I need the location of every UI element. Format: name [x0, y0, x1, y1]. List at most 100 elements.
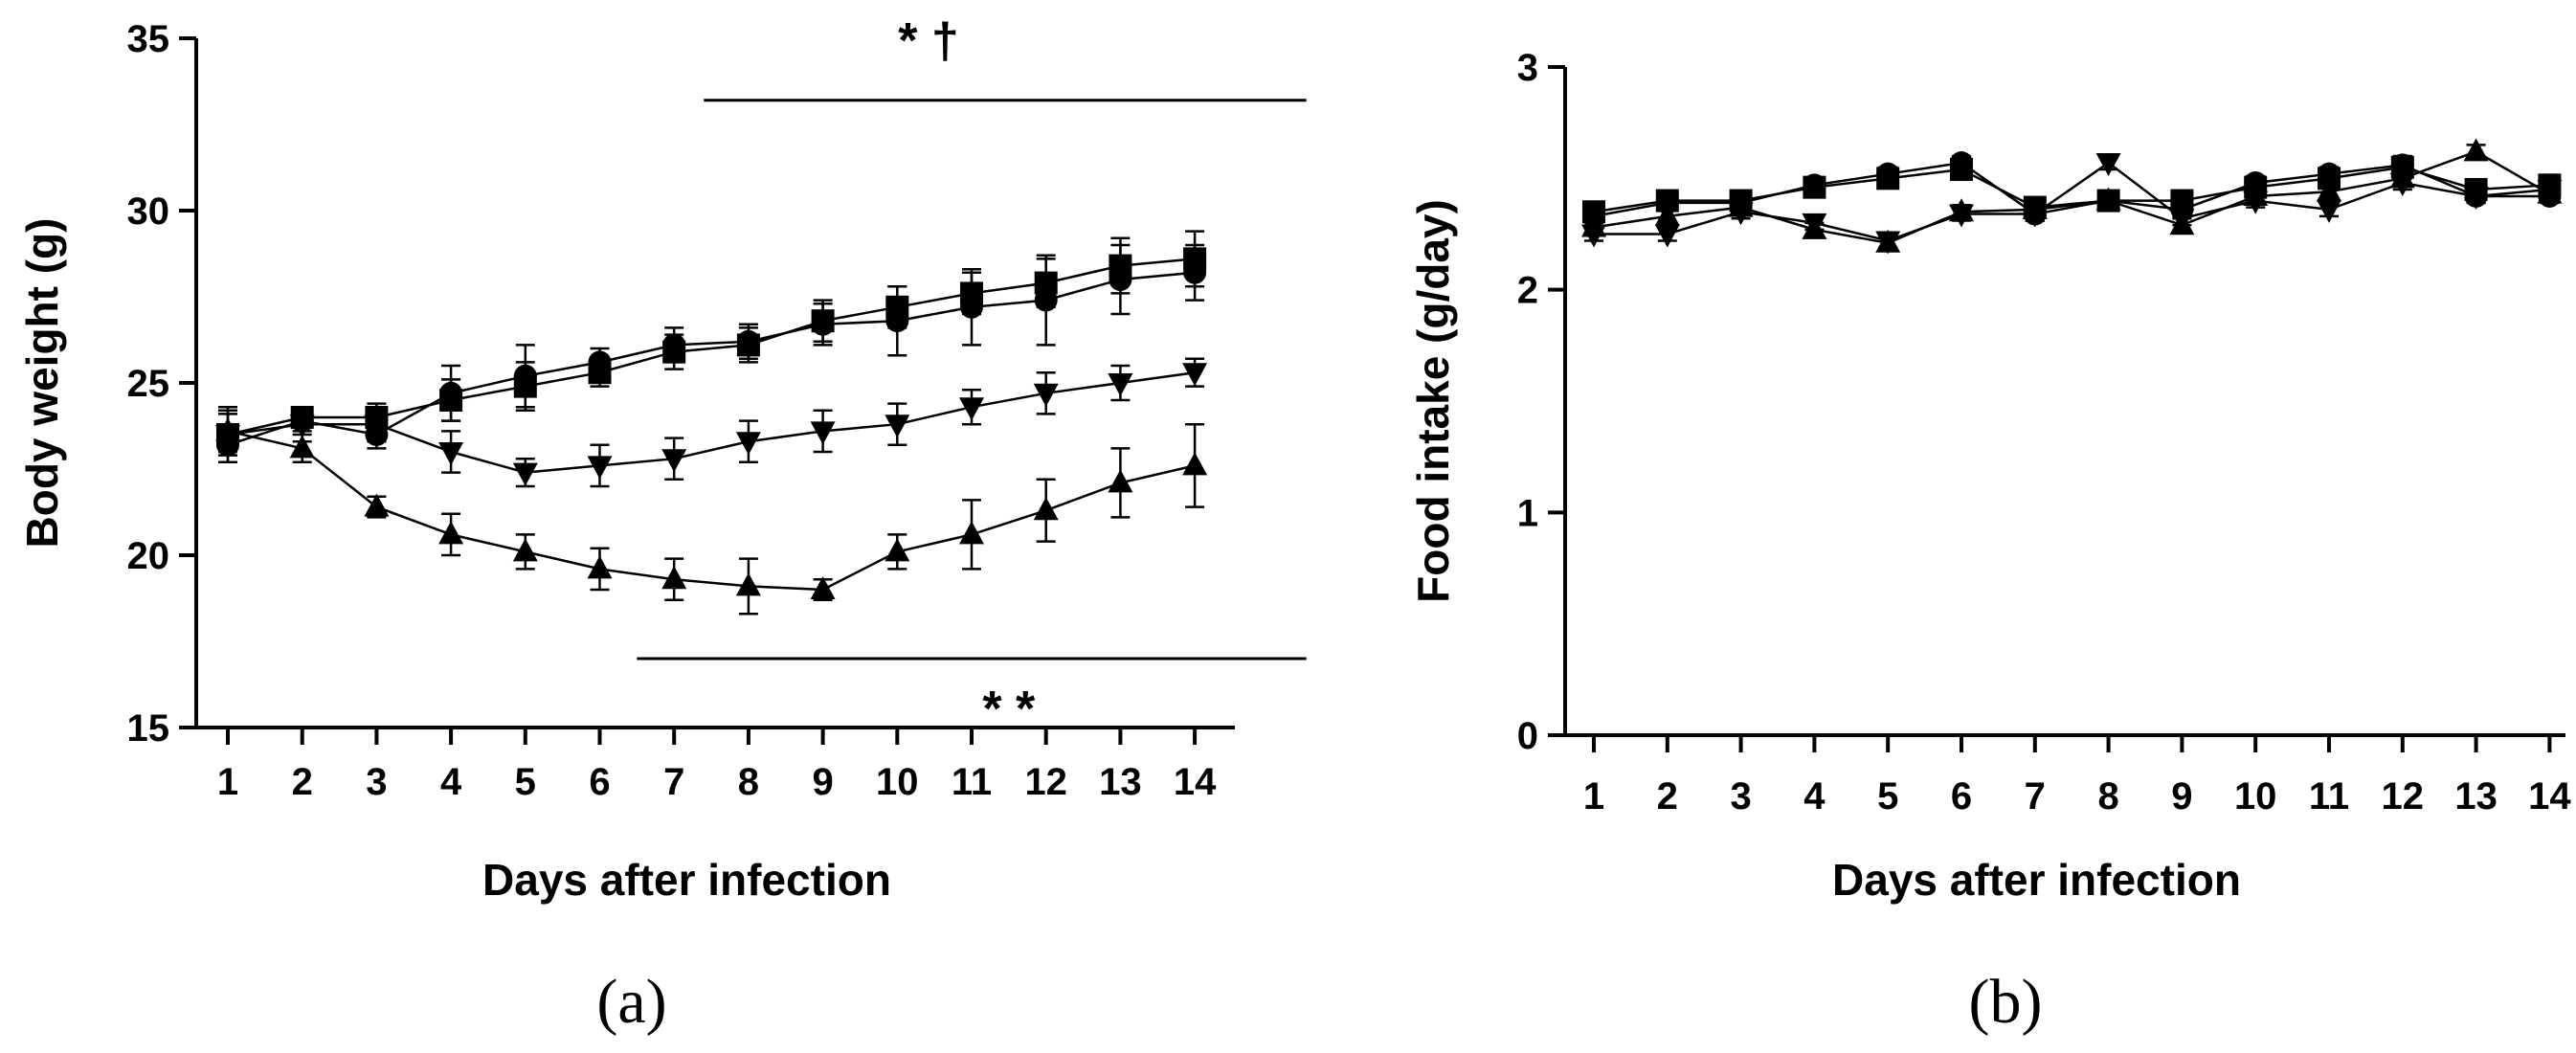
data-point-triangle-up	[2317, 178, 2341, 202]
series-triangle-up	[215, 409, 1208, 616]
data-point-triangle-down	[2095, 153, 2121, 177]
data-point-triangle-down	[1182, 363, 1208, 387]
data-point-triangle-up	[1875, 229, 1901, 253]
data-point-square	[662, 340, 686, 364]
series-line-circle	[1593, 161, 2550, 218]
data-point-square	[1803, 175, 1826, 199]
x-tick-label: 12	[1024, 761, 1067, 803]
data-point-triangle-down	[438, 442, 464, 465]
data-point-square	[439, 389, 463, 412]
y-axis-title: Body weight (g)	[17, 218, 67, 549]
panel-label: (a)	[596, 967, 666, 1037]
y-tick-label: 25	[127, 363, 170, 405]
significance-label: * *	[982, 682, 1036, 737]
data-point-triangle-up	[438, 521, 464, 545]
data-point-triangle-down	[661, 449, 687, 473]
series-circle	[216, 243, 1207, 464]
x-tick-label: 9	[2171, 775, 2192, 818]
x-tick-label: 12	[2382, 775, 2425, 818]
data-point-square	[513, 374, 537, 398]
data-point-square	[2170, 189, 2194, 213]
panel-label: (b)	[1969, 967, 2043, 1037]
data-point-triangle-up	[2389, 165, 2415, 189]
series-line-square	[227, 258, 1196, 437]
data-point-triangle-up	[512, 538, 538, 562]
x-tick-label: 11	[2309, 775, 2349, 818]
x-tick-label: 3	[1730, 775, 1751, 818]
data-point-square	[1950, 158, 1973, 182]
x-tick-label: 7	[663, 761, 684, 803]
data-point-triangle-up	[2243, 182, 2269, 206]
data-point-triangle-up	[1182, 452, 1208, 476]
data-point-triangle-down	[512, 462, 538, 486]
data-point-triangle-down	[810, 421, 836, 445]
x-tick-label: 2	[1657, 775, 1678, 818]
y-tick-label: 0	[1517, 715, 1538, 757]
series-line-triangle-down	[1594, 161, 2550, 242]
data-point-triangle-up	[2463, 138, 2489, 162]
y-tick-label: 20	[127, 535, 170, 577]
x-tick-label: 10	[876, 761, 919, 803]
series-square	[216, 230, 1207, 464]
data-point-square	[811, 309, 835, 333]
x-tick-label: 4	[1803, 775, 1826, 818]
series-line-triangle-up	[1593, 150, 2551, 245]
data-point-triangle-down	[1033, 383, 1059, 407]
data-point-triangle-up	[2095, 187, 2121, 211]
data-point-triangle-down	[289, 414, 315, 438]
data-point-triangle-up	[959, 521, 984, 545]
x-tick-label: 5	[515, 761, 536, 803]
data-point-triangle-up	[885, 538, 910, 562]
y-tick-label: 15	[127, 707, 170, 750]
data-point-triangle-up	[215, 417, 240, 441]
data-point-triangle-down	[1654, 224, 1680, 248]
x-tick-label: 1	[1583, 775, 1604, 818]
data-point-square	[1034, 271, 1058, 295]
x-tick-label: 14	[1174, 761, 1217, 803]
x-tick-label: 8	[738, 761, 759, 803]
data-point-triangle-up	[2022, 195, 2048, 219]
x-tick-label: 7	[2025, 775, 2046, 818]
x-tick-label: 10	[2234, 775, 2277, 818]
series-triangle-down	[215, 357, 1208, 488]
data-point-triangle-up	[587, 555, 613, 579]
data-point-triangle-down	[1108, 373, 1133, 396]
data-point-square	[885, 295, 909, 319]
data-point-triangle-up	[1108, 469, 1133, 493]
data-point-triangle-up	[364, 493, 390, 517]
x-tick-label: 11	[952, 761, 992, 803]
data-point-triangle-up	[1654, 202, 1680, 226]
data-point-triangle-down	[885, 414, 910, 438]
series-line-triangle-up	[227, 430, 1196, 592]
y-tick-label: 30	[127, 190, 170, 233]
y-tick-label: 3	[1517, 47, 1538, 89]
data-point-triangle-down	[2463, 186, 2489, 210]
data-point-square	[1109, 254, 1132, 278]
y-tick-label: 2	[1517, 270, 1538, 312]
x-tick-label: 13	[2454, 775, 2498, 818]
x-tick-label: 9	[812, 761, 833, 803]
x-tick-label: 4	[440, 761, 462, 803]
series-triangle-up	[1581, 138, 2563, 253]
x-tick-label: 6	[589, 761, 610, 803]
data-point-triangle-down	[735, 432, 761, 456]
data-point-triangle-up	[289, 435, 315, 459]
data-point-triangle-up	[1949, 198, 1974, 222]
significance-label: * †	[898, 13, 959, 69]
data-point-triangle-down	[959, 397, 984, 421]
data-point-triangle-down	[587, 456, 613, 480]
x-tick-label: 14	[2528, 775, 2571, 818]
data-point-triangle-up	[1033, 497, 1059, 521]
data-point-triangle-down	[364, 414, 390, 438]
data-point-square	[1183, 247, 1207, 271]
x-tick-label: 13	[1099, 761, 1142, 803]
x-tick-label: 3	[366, 761, 387, 803]
y-tick-label: 35	[127, 18, 170, 60]
data-point-triangle-up	[661, 566, 687, 590]
data-point-triangle-up	[1728, 193, 1754, 217]
data-point-triangle-up	[735, 572, 761, 596]
x-tick-label: 1	[217, 761, 238, 803]
